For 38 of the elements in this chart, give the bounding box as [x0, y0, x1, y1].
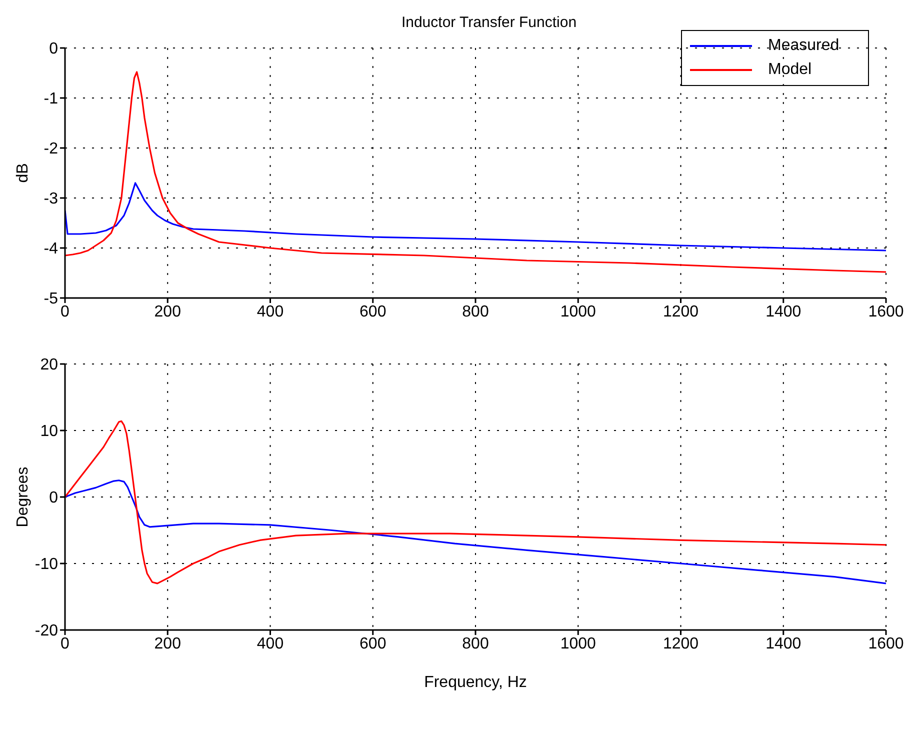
y-axis-title: Degrees	[14, 466, 32, 528]
y-tick-label: -2	[44, 140, 58, 158]
y-tick-label: -4	[44, 240, 58, 258]
x-tick-label: 400	[256, 303, 284, 320]
legend-label: Measured	[768, 37, 840, 55]
y-tick-label: -20	[34, 622, 58, 640]
x-axis-title: Frequency, Hz	[424, 674, 527, 691]
x-tick-label: 1200	[662, 303, 699, 320]
line-series	[65, 182, 886, 252]
y-tick-label: -1	[44, 90, 58, 108]
y-tick-label: 20	[40, 356, 58, 374]
x-tick-label: 1400	[766, 635, 802, 652]
x-tick-label: 1000	[560, 635, 596, 652]
x-tick-label: 600	[360, 635, 386, 652]
x-tick-label: 0	[60, 303, 70, 320]
y-tick-label: -5	[44, 290, 58, 308]
x-tick-label: 200	[154, 635, 182, 652]
chart-title: Inductor Transfer Function	[400, 14, 578, 31]
y-tick-label: -10	[34, 556, 58, 574]
y-tick-label: 10	[40, 423, 58, 440]
y-tick-label: 0	[49, 490, 58, 507]
x-tick-label: 1000	[560, 303, 596, 320]
x-tick-label: 800	[462, 303, 489, 320]
x-tick-label: 400	[256, 635, 284, 652]
y-tick-label: 0	[49, 40, 58, 58]
line-series	[65, 420, 886, 584]
y-tick-label: -3	[44, 190, 58, 208]
x-tick-label: 0	[60, 635, 70, 652]
line-series	[65, 480, 886, 584]
y-axis-title: dB	[14, 163, 32, 183]
x-tick-label: 1600	[868, 303, 904, 320]
x-tick-label: 600	[360, 303, 386, 320]
x-tick-label: 1200	[662, 635, 699, 652]
x-tick-label: 1400	[766, 303, 802, 320]
x-tick-label: 1600	[868, 635, 904, 652]
x-tick-label: 200	[154, 303, 182, 320]
legend-label: Model	[768, 61, 812, 79]
x-tick-label: 800	[462, 635, 489, 652]
